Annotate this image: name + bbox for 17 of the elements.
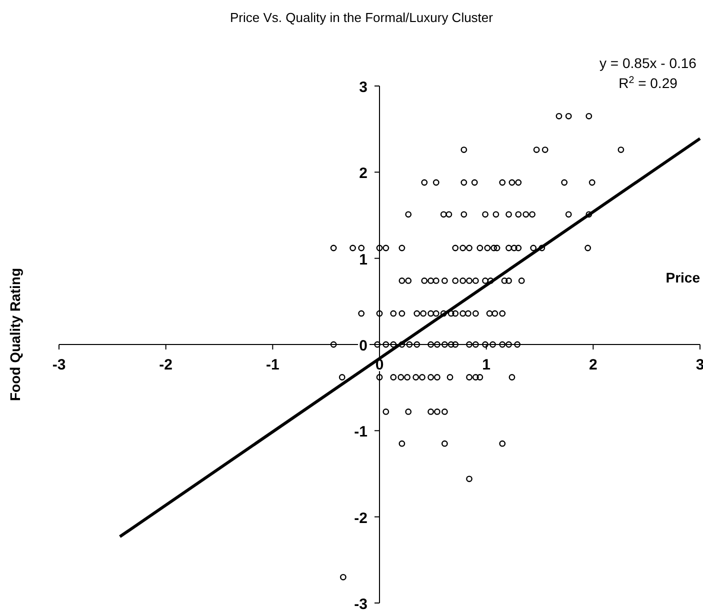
x-tick-label: -1 [266, 356, 280, 374]
x-tick-label: 2 [588, 356, 598, 374]
y-tick-label: -2 [354, 510, 368, 527]
y-tick-label: 1 [359, 251, 368, 268]
y-tick-label: 3 [359, 79, 368, 96]
y-axis-title: Food Quality Rating [7, 268, 23, 401]
y-tick-label: -1 [354, 424, 368, 441]
y-tick-label: -3 [354, 596, 368, 613]
y-tick-label: 0 [359, 338, 368, 354]
chart-title: Price Vs. Quality in the Formal/Luxury Cluster [230, 10, 494, 25]
x-tick-label: -2 [159, 356, 173, 374]
y-tick-label: 2 [359, 165, 368, 182]
x-axis-title: Price [666, 270, 700, 286]
text: y = 0.85x - 0.16 [600, 55, 697, 71]
x-tick-label: 1 [482, 356, 491, 374]
annotation: R$^{2}$ = 0.29 [618, 74, 678, 91]
x-tick-label: -3 [52, 356, 66, 374]
